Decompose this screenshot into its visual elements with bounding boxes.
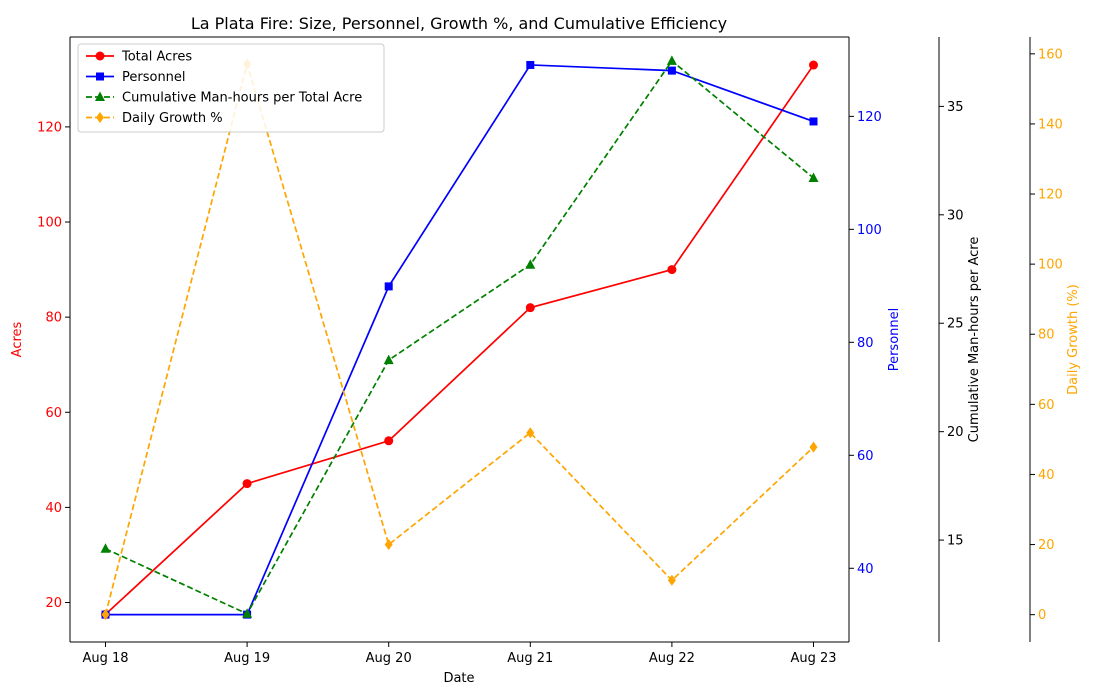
legend-label: Personnel xyxy=(122,70,186,85)
legend-box xyxy=(77,43,385,133)
legend-marker xyxy=(96,112,104,123)
x-tick-label: Aug 22 xyxy=(649,651,695,666)
axes-group: Aug 18 Aug 19 Aug 20 Aug 21 Aug 22 Aug 23 20 40… xyxy=(10,36,1081,666)
legend-label: Total Acres xyxy=(121,50,192,65)
data-point xyxy=(384,282,393,291)
growth-tick-label: 100 xyxy=(1038,258,1063,273)
legend-item-1: Personnel xyxy=(86,70,186,85)
data-point xyxy=(242,608,253,618)
acres-axis-label: Acres xyxy=(10,321,25,357)
personnel-tick-label: 60 xyxy=(857,449,874,464)
data-point xyxy=(101,609,110,621)
data-point xyxy=(667,265,677,275)
data-point xyxy=(525,259,536,269)
data-point xyxy=(525,303,535,313)
legend: Total Acres Personnel Cumulative Man-hours… xyxy=(77,43,385,133)
data-point xyxy=(667,66,676,75)
personnel-tick-label: 40 xyxy=(857,562,874,577)
acres-tick-label: 20 xyxy=(45,596,62,611)
growth-tick-label: 120 xyxy=(1038,188,1063,203)
legend-marker xyxy=(96,72,104,81)
personnel-axis-label: Personnel xyxy=(887,308,902,372)
data-point xyxy=(242,479,252,489)
x-tick-label: Aug 18 xyxy=(82,651,128,666)
efficiency-tick-label: 15 xyxy=(947,534,964,549)
x-tick-label: Aug 19 xyxy=(224,651,270,666)
data-point xyxy=(384,436,394,446)
acres-tick-label: 120 xyxy=(37,120,62,135)
acres-tick-label: 80 xyxy=(45,311,62,326)
growth-tick-label: 140 xyxy=(1038,117,1063,132)
series-line xyxy=(104,60,815,615)
x-tick-label: Aug 20 xyxy=(366,651,412,666)
efficiency-tick-label: 25 xyxy=(947,317,964,332)
legend-label: Cumulative Man-hours per Total Acre xyxy=(122,91,362,106)
acres-tick-label: 40 xyxy=(45,501,62,516)
data-point xyxy=(809,117,818,126)
efficiency-tick-label: 20 xyxy=(947,425,964,440)
data-point xyxy=(666,55,677,65)
data-point xyxy=(100,543,111,553)
data-point xyxy=(383,354,394,365)
x-axis-label: Date xyxy=(443,671,474,686)
data-point xyxy=(384,539,393,551)
efficiency-tick-label: 30 xyxy=(947,208,964,223)
series-line xyxy=(105,59,815,615)
efficiency-tick-label: 35 xyxy=(947,100,964,115)
legend-item-0: Total Acres xyxy=(86,50,192,65)
data-point xyxy=(526,427,535,439)
legend-item-3: Daily Growth % xyxy=(86,111,223,126)
efficiency-axis-label: Cumulative Man-hours per Acre xyxy=(967,237,982,443)
series-1 xyxy=(101,60,818,619)
chart-title: La Plata Fire: Size, Personnel, Growth %… xyxy=(191,14,727,33)
growth-axis-label: Daily Growth (%) xyxy=(1066,284,1081,395)
growth-tick-label: 60 xyxy=(1038,398,1055,413)
growth-tick-label: 80 xyxy=(1038,328,1055,343)
data-point xyxy=(809,60,818,70)
personnel-tick-label: 80 xyxy=(857,336,874,351)
personnel-tick-label: 120 xyxy=(857,110,882,125)
growth-tick-label: 160 xyxy=(1038,47,1063,62)
growth-tick-label: 40 xyxy=(1038,468,1055,483)
x-tick-label: Aug 23 xyxy=(790,651,836,666)
legend-marker xyxy=(95,91,105,101)
x-tick-label: Aug 21 xyxy=(507,651,553,666)
data-point xyxy=(809,441,818,453)
data-point xyxy=(526,60,535,69)
growth-tick-label: 0 xyxy=(1038,608,1046,623)
acres-tick-label: 60 xyxy=(45,406,62,421)
data-point xyxy=(808,172,819,182)
series-3 xyxy=(101,58,818,621)
series-line xyxy=(104,64,815,616)
series-0 xyxy=(101,60,818,619)
acres-tick-label: 100 xyxy=(37,216,62,231)
legend-marker xyxy=(95,51,105,61)
series-2 xyxy=(100,55,819,618)
data-point xyxy=(667,574,676,586)
personnel-tick-label: 100 xyxy=(857,223,882,238)
growth-tick-label: 20 xyxy=(1038,538,1055,553)
series-line xyxy=(105,64,814,616)
plot-area xyxy=(100,55,819,621)
legend-item-2: Cumulative Man-hours per Total Acre xyxy=(86,91,362,106)
legend-label: Daily Growth % xyxy=(122,111,223,126)
